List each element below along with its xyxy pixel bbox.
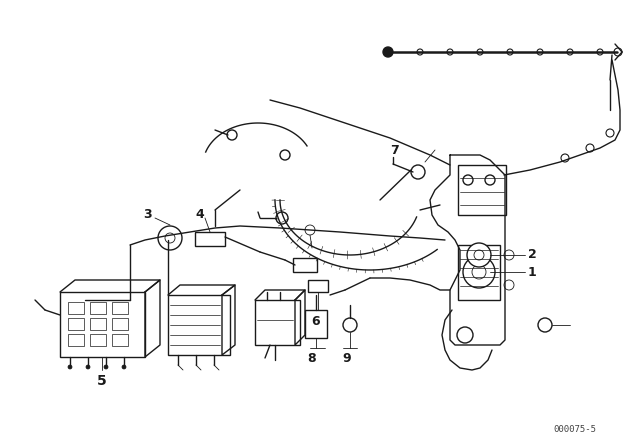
Circle shape: [280, 150, 290, 160]
Circle shape: [467, 243, 491, 267]
Bar: [112, 302, 128, 314]
Circle shape: [68, 365, 72, 369]
Circle shape: [614, 48, 622, 56]
Circle shape: [561, 154, 569, 162]
Circle shape: [474, 250, 484, 260]
Bar: [293, 258, 317, 272]
Bar: [255, 300, 300, 345]
Circle shape: [447, 49, 453, 55]
Circle shape: [411, 165, 425, 179]
Circle shape: [343, 318, 357, 332]
Circle shape: [165, 233, 175, 243]
Circle shape: [485, 175, 495, 185]
Bar: [458, 165, 506, 215]
Text: 3: 3: [144, 208, 152, 221]
Text: 9: 9: [342, 352, 351, 365]
Circle shape: [586, 144, 594, 152]
Bar: [308, 280, 328, 292]
Bar: [60, 292, 145, 357]
Bar: [168, 295, 230, 355]
Circle shape: [417, 49, 423, 55]
Circle shape: [86, 365, 90, 369]
Circle shape: [504, 250, 514, 260]
Bar: [90, 334, 106, 346]
Bar: [90, 302, 106, 314]
Circle shape: [477, 49, 483, 55]
Text: 000075-5: 000075-5: [554, 426, 596, 435]
Text: 1: 1: [528, 266, 537, 279]
Text: 7: 7: [390, 143, 399, 156]
Bar: [112, 334, 128, 346]
Text: 4: 4: [196, 208, 204, 221]
Circle shape: [597, 49, 603, 55]
Circle shape: [504, 280, 514, 290]
Circle shape: [472, 265, 486, 279]
Circle shape: [507, 49, 513, 55]
Circle shape: [276, 212, 288, 224]
Text: 5: 5: [97, 374, 107, 388]
Circle shape: [606, 129, 614, 137]
Circle shape: [463, 175, 473, 185]
Circle shape: [463, 256, 495, 288]
Text: 6: 6: [312, 315, 320, 328]
Bar: [90, 318, 106, 330]
Bar: [458, 245, 500, 300]
Bar: [68, 318, 84, 330]
Text: 2: 2: [528, 249, 537, 262]
Circle shape: [122, 365, 126, 369]
Bar: [112, 318, 128, 330]
Circle shape: [227, 130, 237, 140]
Bar: [68, 302, 84, 314]
Bar: [68, 334, 84, 346]
Circle shape: [305, 225, 315, 235]
Circle shape: [457, 327, 473, 343]
Bar: [195, 232, 225, 246]
Circle shape: [104, 365, 108, 369]
Text: 8: 8: [308, 352, 316, 365]
Circle shape: [567, 49, 573, 55]
Circle shape: [158, 226, 182, 250]
Circle shape: [537, 49, 543, 55]
Circle shape: [538, 318, 552, 332]
Bar: [305, 310, 327, 338]
Circle shape: [383, 47, 393, 57]
